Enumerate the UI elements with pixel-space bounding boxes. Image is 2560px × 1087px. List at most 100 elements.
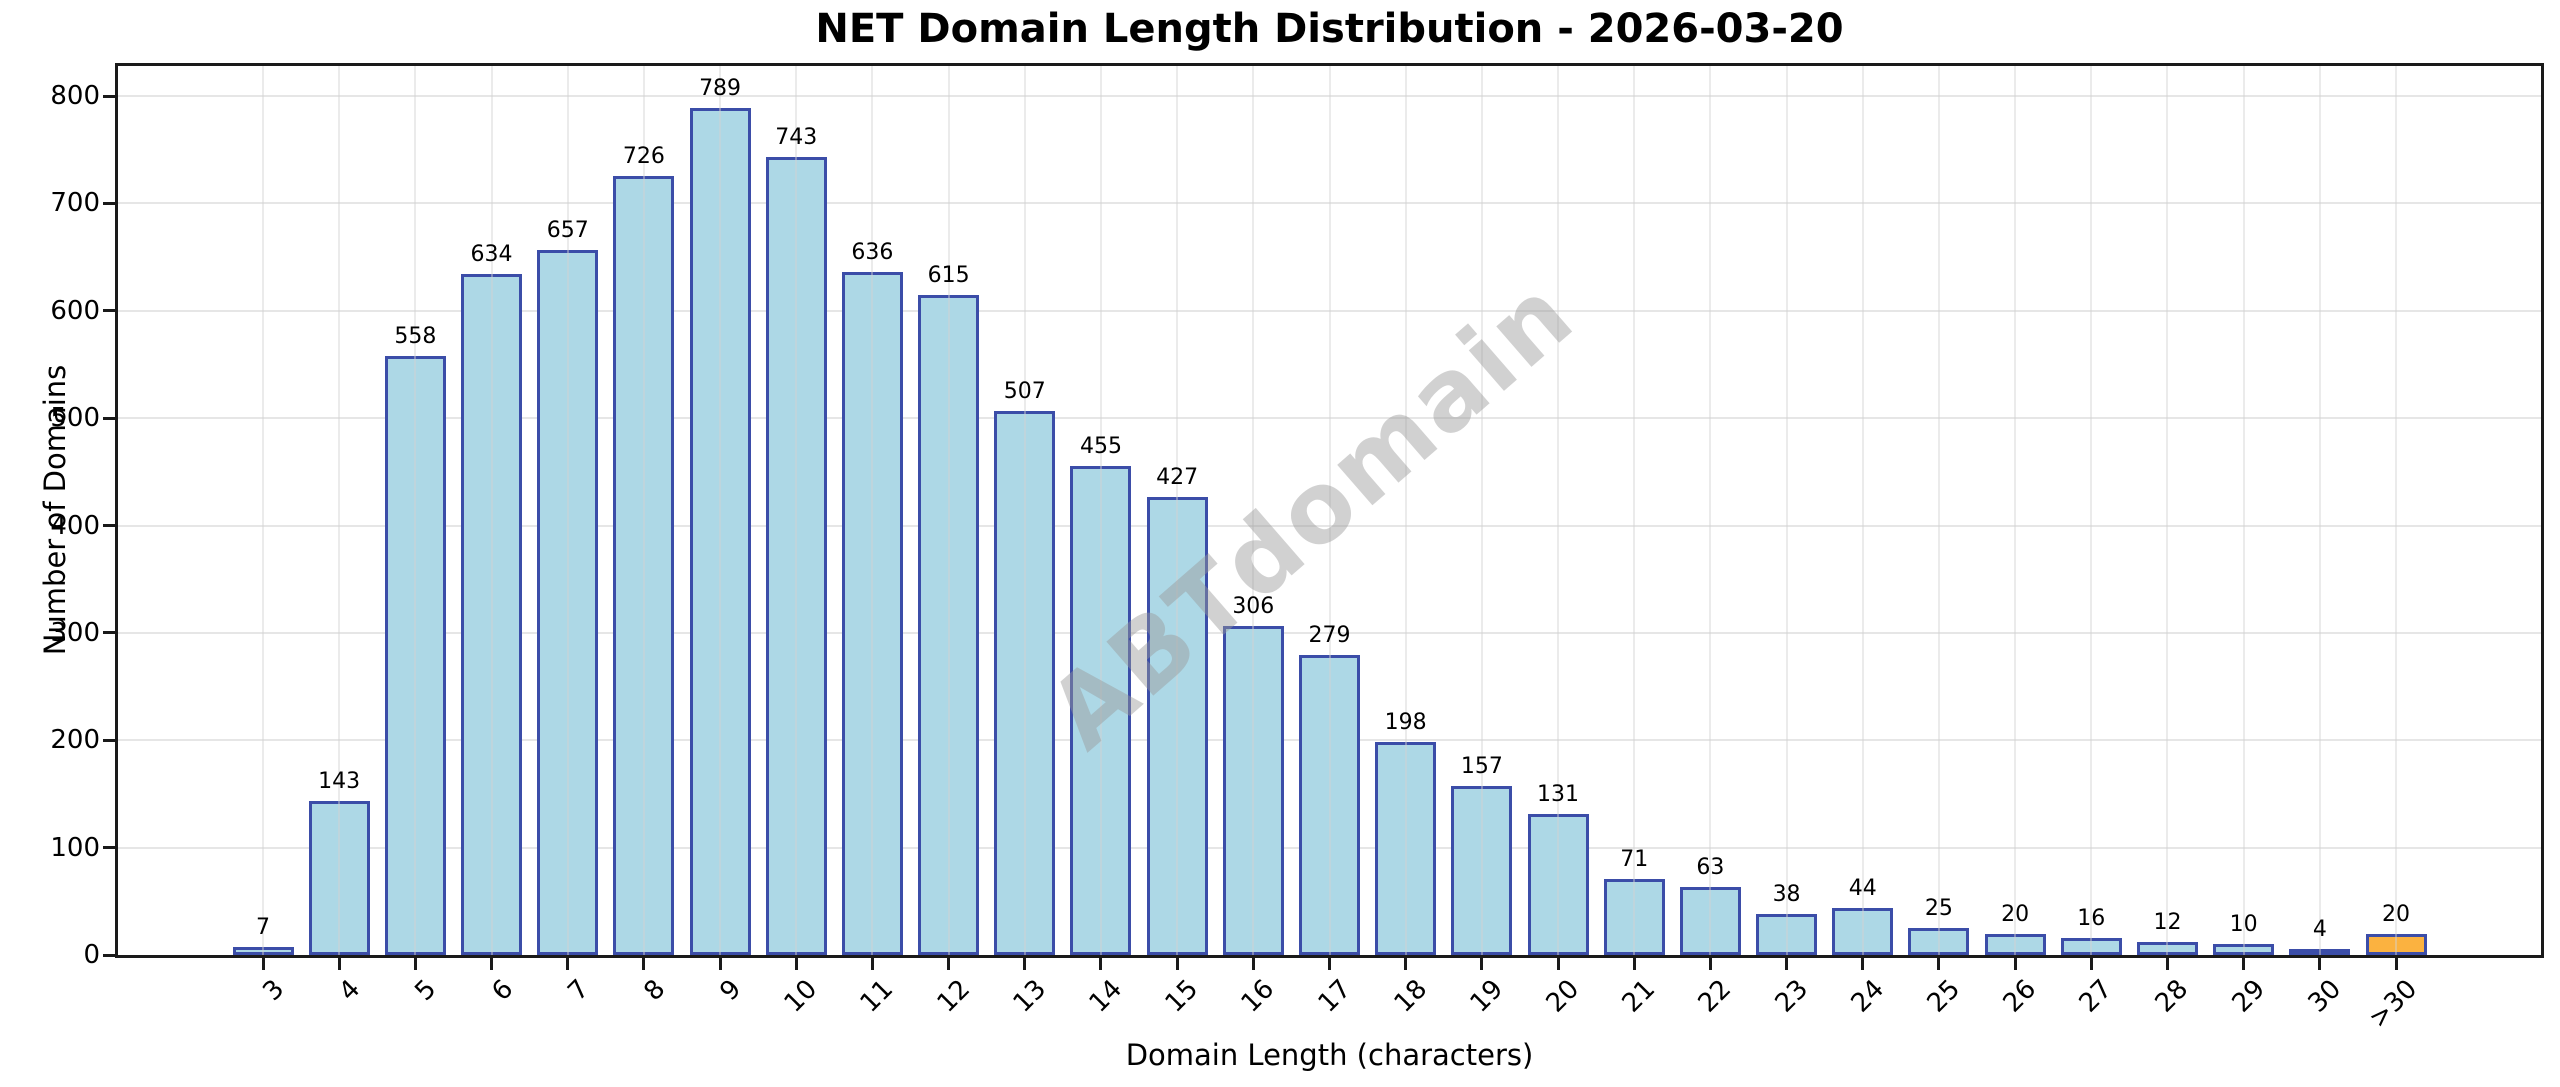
x-axis-tick <box>870 958 874 970</box>
x-axis-tick <box>2089 958 2093 970</box>
x-tick-label: 8 <box>638 974 672 1007</box>
bar-25 <box>1908 928 1970 955</box>
x-gridline <box>1861 66 1864 955</box>
y-tick-label: 200 <box>50 725 100 756</box>
x-tick-label: 29 <box>2226 974 2271 1019</box>
bar-9 <box>689 107 751 955</box>
x-tick-label: 26 <box>1997 974 2043 1019</box>
x-gridline <box>1633 66 1636 955</box>
y-axis-tick <box>103 416 115 420</box>
bar-value-label: 657 <box>546 217 589 243</box>
bar-22 <box>1679 887 1741 955</box>
x-tick-label: 19 <box>1464 974 1510 1019</box>
x-gridline <box>1480 66 1483 955</box>
bar-7 <box>537 249 599 955</box>
bar-value-label: 143 <box>318 769 361 795</box>
y-gridline <box>118 631 2541 634</box>
bar-value-label: 726 <box>622 143 665 169</box>
x-gridline <box>2090 66 2093 955</box>
bar-value-label: 636 <box>851 240 894 266</box>
x-gridline <box>1023 66 1026 955</box>
x-gridline <box>719 66 722 955</box>
x-gridline <box>795 66 798 955</box>
x-axis-tick <box>947 958 951 970</box>
x-tick-label: >30 <box>2363 974 2424 1035</box>
x-tick-label: 24 <box>1845 974 1890 1019</box>
x-axis-tick <box>2013 958 2017 970</box>
x-tick-label: 27 <box>2073 974 2119 1019</box>
x-gridline <box>1709 66 1712 955</box>
bar-10 <box>765 157 827 955</box>
bar-value-label: 743 <box>775 125 818 151</box>
x-tick-label: 6 <box>485 974 519 1007</box>
y-axis-tick <box>103 309 115 313</box>
x-axis-tick <box>566 958 570 970</box>
x-tick-label: 15 <box>1159 974 1205 1019</box>
x-gridline <box>871 66 874 955</box>
bar-value-label: 63 <box>1696 855 1725 881</box>
bar-5 <box>384 355 446 955</box>
x-gridline <box>947 66 950 955</box>
y-tick-label: 800 <box>50 81 100 112</box>
x-tick-label: 17 <box>1312 974 1357 1019</box>
bar-value-label: 427 <box>1156 464 1199 490</box>
y-tick-label: 400 <box>50 510 100 541</box>
x-axis-tick <box>1251 958 1255 970</box>
x-axis-tick <box>2242 958 2246 970</box>
x-axis-tick <box>337 958 341 970</box>
bar-17 <box>1299 655 1360 955</box>
y-gridline <box>118 524 2541 527</box>
y-gridline <box>118 202 2541 205</box>
x-tick-label: 21 <box>1616 974 1662 1019</box>
x-tick-label: 25 <box>1921 974 1967 1019</box>
bar-value-label: 44 <box>1848 875 1877 901</box>
bar-value-label: 558 <box>394 323 437 349</box>
bar-value-label: 25 <box>1924 896 1953 922</box>
x-gridline <box>2318 66 2321 955</box>
x-tick-label: 30 <box>2302 974 2348 1019</box>
bar-value-label: 38 <box>1772 882 1801 908</box>
y-axis-tick <box>103 94 115 98</box>
bar-14 <box>1070 466 1132 955</box>
x-tick-label: 16 <box>1235 974 1281 1019</box>
x-tick-label: 9 <box>714 974 748 1007</box>
x-axis-tick <box>2318 958 2322 970</box>
x-axis-tick <box>1404 958 1408 970</box>
bar-30 <box>2289 949 2351 955</box>
x-gridline <box>1557 66 1560 955</box>
bar-11 <box>841 272 903 955</box>
bar-8 <box>613 175 675 955</box>
x-gridline <box>414 66 417 955</box>
x-tick-label: 18 <box>1388 974 1433 1019</box>
bar-16 <box>1222 626 1284 955</box>
bar-21 <box>1603 878 1665 955</box>
x-tick-label: 28 <box>2150 974 2195 1019</box>
bar-value-label: 131 <box>1537 782 1580 808</box>
bar-20 <box>1527 814 1589 955</box>
x-tick-label: 14 <box>1083 974 1129 1019</box>
x-tick-label: 4 <box>333 974 367 1007</box>
bar-value-label: 615 <box>927 262 970 288</box>
y-axis-tick <box>103 631 115 635</box>
x-axis-tick <box>642 958 646 970</box>
x-axis-tick <box>718 958 722 970</box>
bar-value-label: 279 <box>1308 623 1351 649</box>
x-gridline <box>1404 66 1407 955</box>
x-tick-label: 5 <box>409 974 443 1007</box>
x-axis-tick <box>1023 958 1027 970</box>
x-gridline <box>2166 66 2169 955</box>
y-tick-label: 0 <box>83 940 100 970</box>
x-tick-label: 12 <box>931 974 976 1019</box>
bar-value-label: 4 <box>2312 917 2327 942</box>
bar-24 <box>1832 907 1894 955</box>
x-gridline <box>642 66 645 955</box>
x-axis-tick <box>794 958 798 970</box>
x-axis-title: Domain Length (characters) <box>1125 1038 1534 1072</box>
y-tick-label: 100 <box>50 832 100 863</box>
y-axis-tick <box>103 524 115 528</box>
bar-value-label: 12 <box>2153 910 2182 936</box>
bar-value-label: 20 <box>2001 901 2030 927</box>
y-tick-label: 500 <box>50 403 100 434</box>
x-axis-tick <box>490 958 494 970</box>
x-tick-label: 13 <box>1007 974 1052 1019</box>
